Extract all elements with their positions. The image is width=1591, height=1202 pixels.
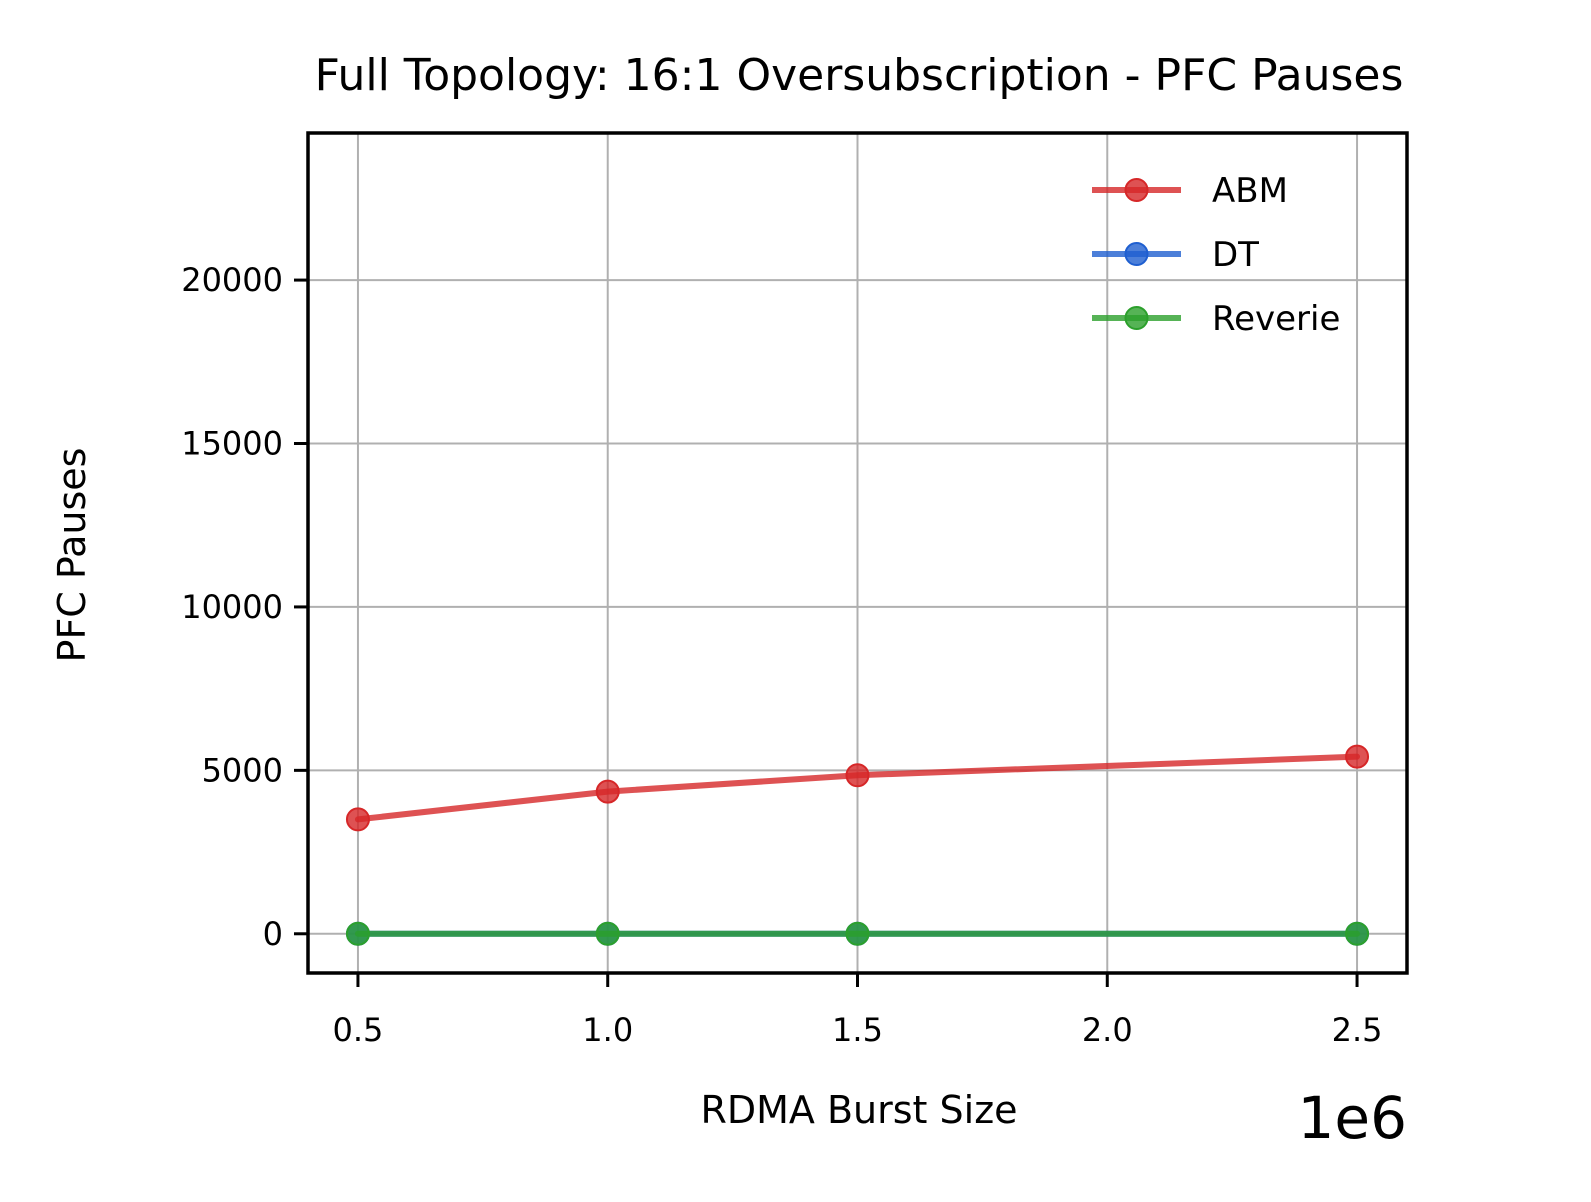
x-tick-label: 2.0	[1082, 1011, 1133, 1049]
legend-label-abm: ABM	[1212, 171, 1288, 211]
y-tick-label: 15000	[181, 425, 283, 463]
x-tick-label: 1.0	[582, 1011, 633, 1049]
chart-title: Full Topology: 16:1 Oversubscription - P…	[315, 50, 1404, 101]
x-tick-label: 1.5	[832, 1011, 883, 1049]
legend-entry-dt: DT	[1092, 235, 1259, 275]
x-axis-label: RDMA Burst Size	[700, 1088, 1017, 1132]
series-reverie	[345, 921, 1370, 946]
data-point-reverie	[845, 921, 870, 946]
data-point-reverie	[1345, 921, 1370, 946]
legend: ABM DT Reverie	[1092, 171, 1340, 339]
y-tick-label: 0	[263, 915, 283, 953]
tick-layer: 0.5 1.0 1.5 2.0 2.5 0 5000 10000 15000 20000	[181, 261, 1382, 1049]
legend-marker-dt	[1124, 242, 1149, 266]
legend-marker-abm	[1124, 178, 1149, 202]
series-line-abm	[354, 753, 1361, 823]
data-point-abm	[345, 807, 370, 832]
legend-entry-abm: ABM	[1092, 171, 1288, 211]
data-point-abm	[845, 763, 870, 788]
legend-entry-reverie: Reverie	[1092, 299, 1340, 339]
y-axis-label: PFC Pauses	[50, 448, 94, 663]
data-point-reverie	[595, 921, 620, 946]
data-point-abm	[1345, 744, 1370, 769]
x-tick-label: 0.5	[333, 1011, 384, 1049]
legend-marker-reverie	[1124, 306, 1149, 330]
series-layer	[345, 744, 1370, 946]
y-tick-label: 10000	[181, 588, 283, 626]
x-tick-label: 2.5	[1332, 1011, 1383, 1049]
legend-label-dt: DT	[1212, 235, 1259, 275]
data-point-abm	[595, 779, 620, 804]
data-point-reverie	[345, 921, 370, 946]
y-tick-label: 20000	[181, 261, 283, 299]
legend-label-reverie: Reverie	[1212, 299, 1340, 339]
series-abm	[345, 744, 1370, 832]
x-offset-label: 1e6	[1298, 1084, 1408, 1152]
y-tick-label: 5000	[202, 751, 283, 789]
